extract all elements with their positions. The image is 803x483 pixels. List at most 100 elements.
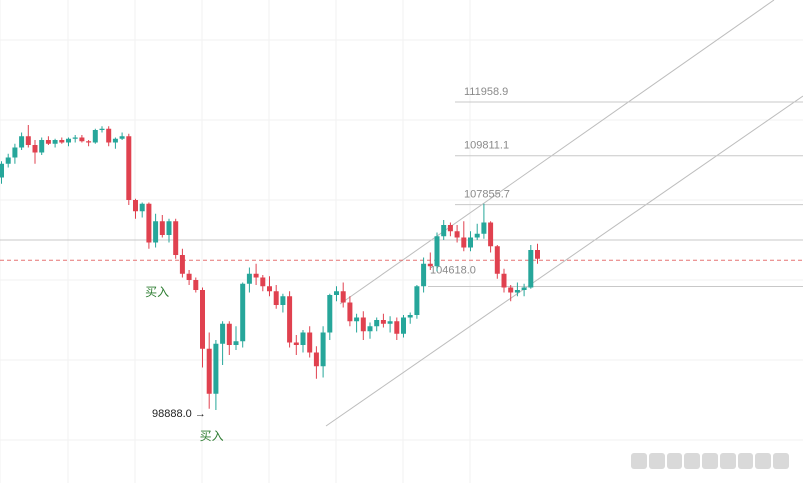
candle bbox=[0, 161, 4, 184]
candle bbox=[253, 263, 259, 285]
candle-body bbox=[313, 352, 319, 367]
candle-body bbox=[407, 315, 413, 318]
candle bbox=[407, 312, 413, 324]
candle bbox=[159, 215, 165, 238]
candle bbox=[273, 285, 279, 309]
candle bbox=[421, 257, 427, 293]
candle bbox=[320, 326, 326, 378]
candle bbox=[494, 245, 500, 279]
candle-body bbox=[401, 317, 406, 334]
candle-body bbox=[220, 323, 226, 344]
candle bbox=[360, 311, 366, 340]
candle-body bbox=[414, 286, 420, 315]
candle bbox=[447, 222, 453, 237]
candle-body bbox=[126, 136, 132, 200]
candle bbox=[45, 136, 51, 145]
candle bbox=[139, 202, 145, 218]
candle bbox=[260, 275, 266, 292]
candle bbox=[340, 282, 346, 308]
candle bbox=[287, 291, 293, 348]
candle-body bbox=[193, 280, 199, 290]
candle-body bbox=[468, 237, 473, 248]
candle-body bbox=[394, 321, 400, 334]
candle-body bbox=[153, 221, 159, 243]
candle-body bbox=[273, 291, 279, 305]
candle bbox=[334, 286, 339, 302]
candle-body bbox=[501, 273, 507, 288]
candle-body bbox=[320, 332, 326, 367]
candle-body bbox=[213, 343, 219, 394]
candle-body bbox=[267, 286, 272, 292]
candle bbox=[354, 313, 360, 333]
candle-body bbox=[287, 296, 293, 343]
price-levels: 111958.9 109811.1 107855.7 104618.0 bbox=[0, 86, 803, 288]
candle bbox=[468, 231, 473, 252]
candle-body bbox=[494, 246, 500, 274]
candle-body bbox=[206, 348, 212, 394]
buy-signal-label: 买入 bbox=[200, 429, 224, 443]
candle-body bbox=[79, 137, 85, 142]
candle bbox=[153, 213, 159, 248]
candle bbox=[213, 340, 219, 410]
candle bbox=[240, 282, 246, 348]
candle bbox=[501, 268, 507, 293]
candle bbox=[293, 335, 299, 355]
candle bbox=[92, 128, 98, 144]
candle bbox=[508, 285, 514, 302]
candle bbox=[233, 326, 239, 350]
candle-body bbox=[186, 273, 192, 280]
candle bbox=[5, 153, 11, 168]
candle bbox=[173, 218, 179, 259]
candle-body bbox=[514, 290, 520, 293]
candle bbox=[246, 267, 252, 293]
candle-body bbox=[340, 291, 346, 303]
candle bbox=[313, 346, 319, 379]
candle-body bbox=[461, 237, 467, 248]
candle bbox=[454, 225, 460, 243]
candle-body bbox=[387, 321, 393, 324]
candle-body bbox=[179, 255, 185, 274]
candle bbox=[206, 332, 212, 409]
candle bbox=[374, 317, 380, 332]
candle-body bbox=[226, 323, 232, 345]
candle-body bbox=[0, 163, 4, 178]
candle-body bbox=[106, 128, 112, 143]
candle-body bbox=[25, 136, 31, 145]
candle-body bbox=[19, 136, 25, 148]
candle bbox=[86, 140, 92, 147]
trend-channel bbox=[325, 0, 803, 427]
candle bbox=[401, 315, 406, 338]
candle bbox=[535, 243, 540, 264]
candle bbox=[186, 270, 192, 285]
candle-body bbox=[112, 138, 118, 143]
candle-body bbox=[146, 203, 152, 243]
candle-body bbox=[92, 130, 98, 143]
candle-body bbox=[59, 140, 65, 143]
candle bbox=[133, 198, 138, 219]
candle bbox=[112, 137, 118, 149]
candle bbox=[427, 252, 433, 270]
candle bbox=[39, 137, 45, 155]
candle-body bbox=[508, 287, 514, 293]
candle-body bbox=[347, 302, 353, 322]
candle bbox=[521, 283, 527, 297]
candle-body bbox=[434, 236, 440, 267]
candle bbox=[347, 296, 353, 327]
watermark bbox=[631, 449, 790, 473]
candle-body bbox=[454, 231, 460, 238]
candle-body bbox=[12, 147, 18, 158]
candle-body bbox=[246, 273, 252, 284]
candle-body bbox=[66, 138, 71, 143]
candle bbox=[434, 232, 440, 272]
candle bbox=[179, 248, 185, 278]
candle-body bbox=[374, 320, 380, 327]
candle bbox=[300, 330, 306, 353]
candle bbox=[267, 276, 272, 297]
candle bbox=[481, 203, 487, 239]
candle-body bbox=[119, 136, 125, 139]
candle bbox=[488, 221, 494, 253]
candle-body bbox=[481, 222, 487, 234]
candle-body bbox=[521, 287, 527, 290]
candle-body bbox=[52, 140, 58, 144]
